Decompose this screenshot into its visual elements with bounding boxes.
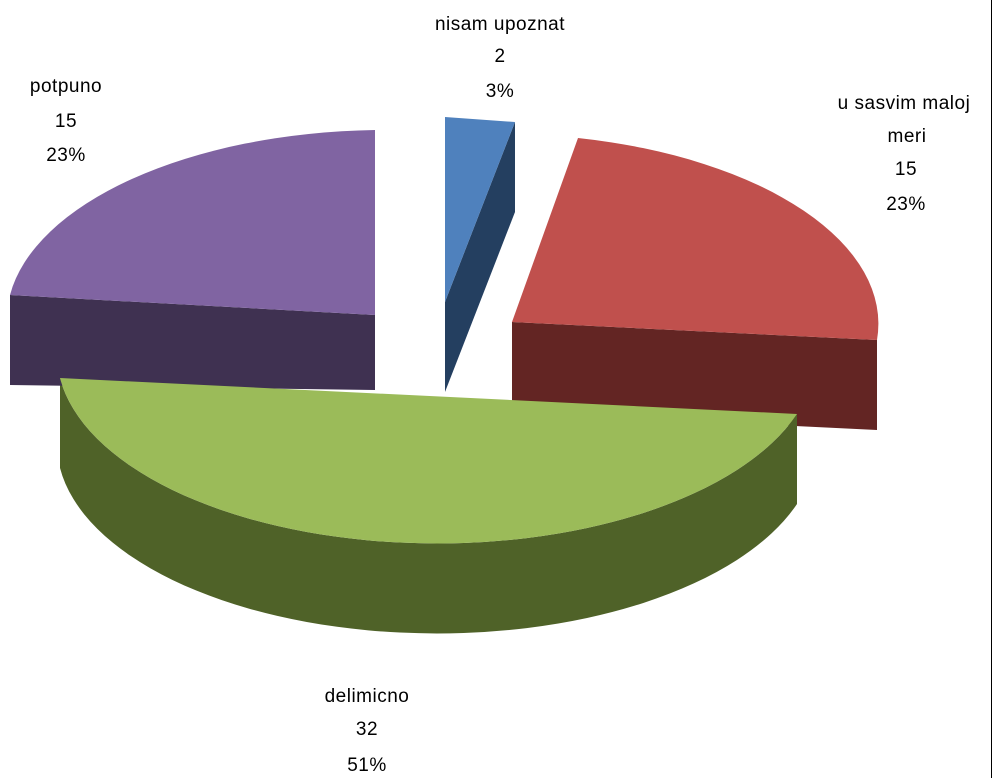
label-u-sasvim-maloj-meri-percent: 23% [886, 194, 926, 215]
slice-sides [10, 122, 877, 634]
side-delimicno [60, 378, 797, 634]
label-u-sasvim-maloj-meri-value: 15 [895, 159, 917, 180]
label-nisam-upoznat-name: nisam upoznat [435, 14, 565, 35]
label-potpuno-percent: 23% [46, 145, 86, 166]
slice-tops [10, 117, 879, 544]
slice-delimicno [60, 378, 797, 544]
label-potpuno-name: potpuno [30, 76, 102, 97]
label-nisam-upoznat-value: 2 [494, 46, 505, 67]
slice-u-sasvim-maloj-meri [512, 138, 879, 340]
label-nisam-upoznat-percent: 3% [486, 81, 514, 102]
label-delimicno-percent: 51% [347, 755, 387, 776]
label-potpuno-value: 15 [55, 111, 77, 132]
side-u-sasvim-maloj-meri [512, 322, 877, 430]
label-delimicno-value: 32 [356, 719, 378, 740]
data-labels: nisam upoznat 2 3% u sasvim maloj meri 1… [30, 14, 970, 776]
side-potpuno [10, 295, 375, 390]
slice-nisam-upoznat [445, 117, 515, 302]
label-u-sasvim-maloj-meri-name2: meri [888, 126, 927, 147]
side-nisam-upoznat [445, 122, 515, 392]
label-u-sasvim-maloj-meri-name: u sasvim maloj [838, 93, 971, 114]
slice-potpuno [10, 130, 375, 315]
label-delimicno-name: delimicno [325, 686, 410, 707]
chart-border [991, 0, 992, 778]
